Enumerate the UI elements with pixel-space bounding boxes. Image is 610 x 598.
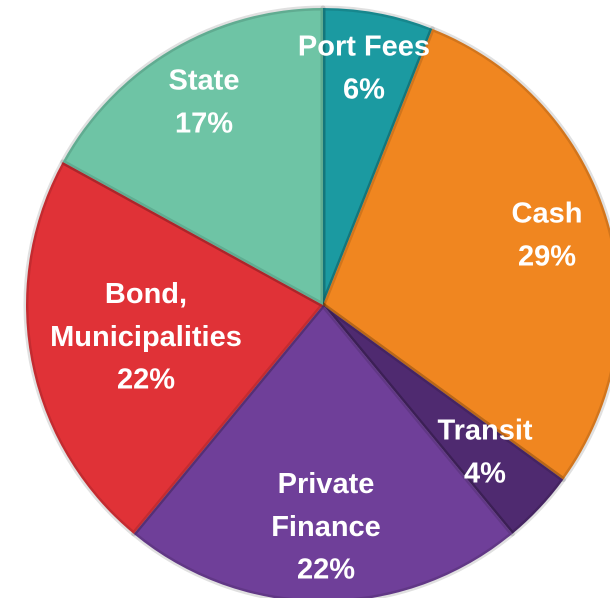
slice-label-line: Municipalities xyxy=(50,321,242,353)
slice-label: Private Finance xyxy=(271,468,381,543)
pie-slice xyxy=(320,26,610,483)
slice-value-label: 22% xyxy=(117,364,175,396)
slice-label: State xyxy=(169,65,240,97)
slice-label: Cash xyxy=(512,198,583,230)
slice-label: Transit xyxy=(437,415,532,447)
slice-label-line: Private xyxy=(278,468,375,500)
slice-label: Bond, Municipalities xyxy=(50,278,242,353)
slice-label: Port Fees xyxy=(298,31,430,63)
slice-value-label: 17% xyxy=(175,108,233,140)
pie-slice xyxy=(60,5,326,308)
slice-value-label: 22% xyxy=(297,554,355,586)
slice-value-label: 4% xyxy=(464,458,506,490)
pie-slice xyxy=(131,302,515,598)
slice-value-label: 29% xyxy=(518,241,576,273)
pie-slice xyxy=(320,302,566,537)
slice-label-line: Finance xyxy=(271,511,381,543)
pie-slice xyxy=(320,5,435,308)
slice-label-line: Bond, xyxy=(105,278,187,310)
slice-value-label: 6% xyxy=(343,74,385,106)
pie-slice xyxy=(23,159,326,537)
